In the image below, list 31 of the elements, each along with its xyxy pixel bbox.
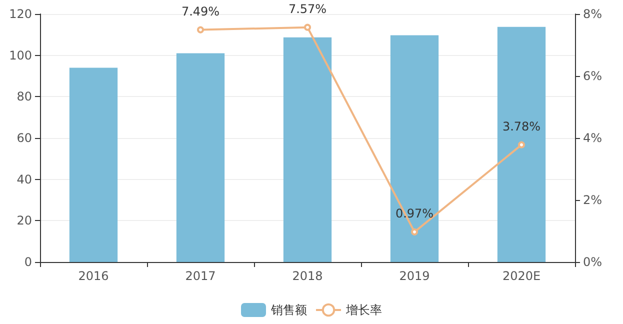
y-tick-label: 60 bbox=[16, 131, 32, 145]
bar bbox=[390, 35, 439, 262]
point bbox=[197, 26, 204, 34]
y-tick-label: 120 bbox=[9, 7, 32, 21]
x-tick-label: 2018 bbox=[292, 269, 323, 283]
x-tick-label: 2016 bbox=[78, 269, 109, 283]
x-tick-label: 2017 bbox=[185, 269, 216, 283]
data-label: 7.49% bbox=[181, 4, 220, 18]
bar bbox=[176, 53, 225, 262]
y-tick-label: 40 bbox=[16, 172, 32, 186]
point bbox=[304, 24, 311, 31]
data-label: 7.57% bbox=[288, 2, 327, 16]
y2-tick-label: 8% bbox=[583, 7, 602, 21]
x-tick-label: 2020E bbox=[502, 269, 541, 283]
y2-tick-label: 2% bbox=[583, 193, 602, 207]
y2-tick-label: 6% bbox=[583, 69, 602, 83]
x-tick-label: 2019 bbox=[399, 269, 430, 283]
y-tick-label: 100 bbox=[9, 48, 32, 62]
legend-label: 增长率 bbox=[345, 303, 382, 317]
y2-tick-label: 4% bbox=[583, 131, 602, 145]
y-tick-label: 0 bbox=[24, 255, 32, 269]
legend-label: 销售额 bbox=[270, 303, 307, 317]
y-tick-label: 80 bbox=[16, 90, 32, 104]
bar bbox=[283, 37, 332, 262]
y-tick-label: 20 bbox=[16, 214, 32, 228]
y2-tick-label: 0% bbox=[583, 255, 602, 269]
point bbox=[411, 228, 418, 236]
point bbox=[518, 141, 525, 148]
bar bbox=[497, 26, 546, 262]
bar bbox=[69, 68, 118, 262]
data-label: 3.78% bbox=[502, 119, 541, 134]
